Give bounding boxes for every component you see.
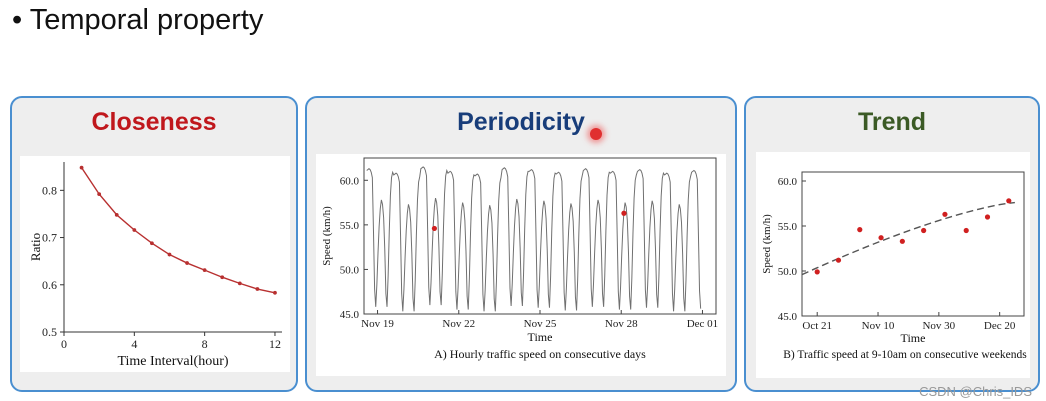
- y-tick-label: 0.6: [42, 278, 57, 292]
- weekend-point: [814, 269, 820, 275]
- closeness-point: [79, 165, 84, 170]
- bullet-glyph: •: [12, 4, 23, 36]
- closeness-svg: 0 4 8 12 0.5 0.6 0.7 0.8 Time Interval(hour) Rati…: [28, 162, 282, 369]
- y-tick-label: 0.8: [42, 183, 57, 197]
- closeness-point: [273, 290, 277, 295]
- x-tick-label: Dec 01: [687, 318, 718, 330]
- x-tick-label: 8: [202, 337, 208, 351]
- slide-title-text: Temporal property: [29, 4, 264, 36]
- trend-panel: Trend 45.0 50.0 55.0 60.0 Oct 21 Nov 10 Nov 30…: [744, 96, 1040, 392]
- closeness-title: Closeness: [91, 108, 217, 136]
- laser-pointer-dot: [590, 128, 602, 140]
- periodicity-panel: Periodicity 45.0 50.0 55.0 60.0 Nov 19 Nov 22…: [305, 96, 737, 392]
- chart-caption: B) Traffic speed at 9-10am on consecutiv…: [783, 349, 1027, 361]
- x-tick-label: 12: [269, 337, 281, 351]
- weekend-point: [857, 227, 863, 233]
- x-tick-label: 4: [131, 337, 137, 351]
- x-tick-label: 0: [61, 337, 67, 351]
- periodicity-chart: 45.0 50.0 55.0 60.0 Nov 19 Nov 22 Nov 25 Nov 28…: [316, 154, 726, 376]
- closeness-point: [237, 281, 242, 286]
- weekend-point: [878, 235, 884, 241]
- x-tick-label: Dec 20: [984, 320, 1016, 332]
- hourly-speed-line: [366, 166, 702, 312]
- x-axis-title: Time Interval(hour): [117, 354, 228, 369]
- periodicity-title: Periodicity: [457, 108, 585, 136]
- weekend-point: [899, 238, 905, 244]
- y-tick-label: 55.0: [340, 220, 360, 232]
- y-tick-label: 60.0: [778, 176, 798, 188]
- y-tick-label: 45.0: [340, 309, 360, 321]
- y-tick-label: 0.5: [42, 325, 57, 339]
- y-tick-label: 50.0: [340, 264, 360, 276]
- closeness-point: [150, 241, 154, 246]
- watermark: CSDN @Chris_IDS: [919, 384, 1032, 399]
- closeness-curve: [80, 167, 276, 294]
- weekend-point: [942, 211, 948, 217]
- trend-line: [801, 201, 1015, 276]
- y-tick-label: 50.0: [778, 266, 798, 278]
- y-tick-label: 0.7: [42, 231, 57, 245]
- closeness-chart: 0 4 8 12 0.5 0.6 0.7 0.8 Time Interval(hour) Rati…: [20, 156, 290, 372]
- highlight-point: [621, 210, 627, 216]
- periodicity-svg: 45.0 50.0 55.0 60.0 Nov 19 Nov 22 Nov 25 Nov 28…: [321, 157, 718, 361]
- y-tick-label: 45.0: [778, 311, 798, 323]
- closeness-point: [114, 212, 119, 217]
- closeness-point: [185, 261, 189, 265]
- y-axis-title: Speed (km/h): [321, 206, 333, 266]
- trend-chart: 45.0 50.0 55.0 60.0 Oct 21 Nov 10 Nov 30 Dec 20…: [756, 152, 1030, 378]
- y-axis-title: Ratio: [28, 233, 43, 261]
- x-tick-label: Nov 19: [361, 318, 394, 330]
- trend-svg: 45.0 50.0 55.0 60.0 Oct 21 Nov 10 Nov 30 Dec 20…: [761, 171, 1027, 361]
- closeness-point: [97, 192, 102, 197]
- y-tick-label: 60.0: [340, 175, 360, 187]
- closeness-point: [202, 268, 207, 273]
- closeness-point: [132, 228, 137, 232]
- plot-frame: [801, 171, 1025, 317]
- weekend-point: [984, 214, 991, 220]
- weekend-point: [835, 257, 842, 263]
- weekend-point: [1006, 198, 1012, 204]
- closeness-panel: Closeness 0 4 8 12 0.5 0.6 0.7 0.8 Time Interval…: [10, 96, 298, 392]
- slide-title: • Temporal property: [12, 4, 263, 37]
- y-axis-title: Speed (km/h): [761, 214, 773, 274]
- trend-title: Trend: [857, 108, 927, 136]
- x-tick-label: Nov 22: [442, 318, 475, 330]
- x-tick-label: Nov 28: [605, 318, 638, 330]
- x-tick-label: Nov 10: [862, 320, 895, 332]
- closeness-point: [220, 275, 225, 280]
- chart-caption: A) Hourly traffic speed on consecutive d…: [434, 347, 646, 361]
- weekend-point: [921, 227, 927, 234]
- x-axis-title: Time: [528, 330, 553, 344]
- highlight-point: [431, 225, 437, 232]
- closeness-point: [167, 252, 172, 257]
- x-axis-title: Time: [901, 331, 926, 345]
- x-tick-label: Nov 25: [524, 318, 557, 330]
- weekend-point: [963, 227, 969, 234]
- x-tick-label: Nov 30: [922, 320, 955, 332]
- x-tick-label: Oct 21: [802, 320, 832, 332]
- y-tick-label: 55.0: [778, 221, 798, 233]
- closeness-point: [255, 287, 260, 291]
